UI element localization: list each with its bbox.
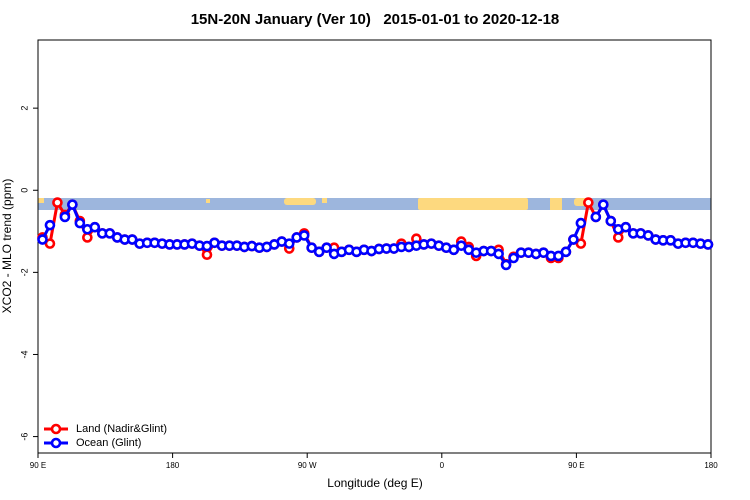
data-point xyxy=(598,199,609,210)
data-point xyxy=(306,242,317,254)
map-ocean xyxy=(38,198,711,210)
data-point xyxy=(575,217,587,229)
legend-marker xyxy=(50,423,62,435)
data-point xyxy=(560,246,572,258)
x-tick-label: 180 xyxy=(704,461,718,470)
legend-label: Land (Nadir&Glint) xyxy=(76,423,167,435)
data-point xyxy=(500,259,512,271)
data-point xyxy=(37,234,48,245)
data-point xyxy=(201,249,213,261)
x-tick-label: 90 E xyxy=(30,461,46,470)
data-point xyxy=(126,234,138,245)
map-land xyxy=(38,198,44,203)
data-point xyxy=(620,221,632,233)
x-tick-label: 90 E xyxy=(568,461,584,470)
map-land xyxy=(322,198,327,203)
legend-marker xyxy=(50,437,62,449)
data-point xyxy=(575,238,587,249)
map-land xyxy=(550,198,562,210)
data-point xyxy=(82,232,93,243)
data-point xyxy=(44,238,56,249)
y-tick-label: -4 xyxy=(19,350,29,358)
y-tick-label: -2 xyxy=(19,268,29,276)
data-point xyxy=(89,221,101,233)
data-point xyxy=(493,248,504,260)
x-axis-label: Longitude (deg E) xyxy=(327,476,422,490)
x-tick-label: 180 xyxy=(166,461,180,470)
data-point xyxy=(74,217,86,229)
data-point xyxy=(590,211,602,223)
data-point xyxy=(612,232,624,243)
map-land xyxy=(284,198,316,205)
data-point xyxy=(642,230,654,241)
data-point xyxy=(298,230,310,241)
x-tick-label: 0 xyxy=(440,461,445,470)
data-point xyxy=(321,242,332,254)
data-point xyxy=(44,219,56,231)
data-point xyxy=(59,211,71,223)
data-point xyxy=(283,238,295,249)
map-land xyxy=(418,198,528,210)
series-line xyxy=(41,203,709,267)
y-tick-label: -6 xyxy=(19,433,29,441)
data-point xyxy=(448,244,460,256)
data-point xyxy=(67,199,78,210)
data-point xyxy=(568,234,579,245)
data-point xyxy=(52,197,63,208)
data-point xyxy=(104,228,116,239)
map-strip xyxy=(38,198,711,210)
data-point xyxy=(583,197,594,208)
y-tick-label: 0 xyxy=(19,188,29,193)
series xyxy=(37,199,714,271)
data-point xyxy=(553,250,564,262)
data-point xyxy=(702,239,714,250)
data-point xyxy=(605,215,617,227)
y-axis-label: XCO2 - MLO trend (ppm) xyxy=(0,179,14,314)
map-land xyxy=(206,199,210,203)
y-tick-label: 2 xyxy=(19,106,29,111)
x-tick-label: 90 W xyxy=(298,461,317,470)
data-point xyxy=(455,240,467,251)
data-point xyxy=(313,246,325,258)
legend-label: Ocean (Glint) xyxy=(76,437,141,449)
chart-title: 15N-20N January (Ver 10) 2015-01-01 to 2… xyxy=(191,11,560,28)
data-point xyxy=(508,252,519,264)
